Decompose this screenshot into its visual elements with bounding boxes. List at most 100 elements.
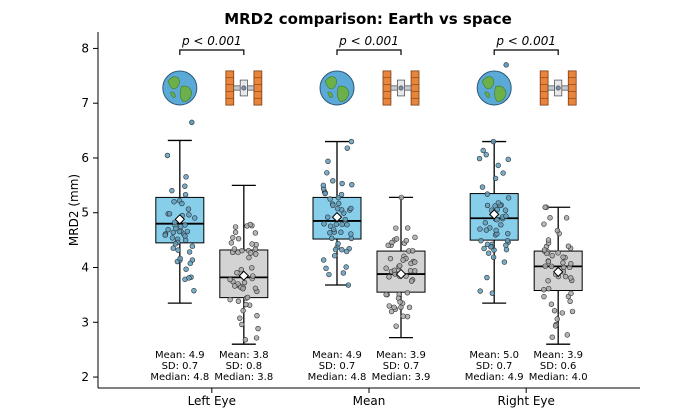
data-point: [393, 225, 399, 231]
data-point: [564, 332, 571, 338]
data-point: [345, 282, 352, 288]
data-point: [166, 211, 173, 217]
solar-panel: [539, 70, 549, 106]
data-point: [386, 303, 392, 309]
data-point: [545, 278, 551, 284]
data-point: [340, 270, 347, 276]
data-point: [320, 182, 327, 189]
data-point: [336, 200, 342, 207]
data-point: [246, 254, 252, 261]
data-point: [253, 251, 259, 257]
data-point: [400, 313, 406, 319]
significance-bracket: [179, 49, 245, 55]
mean-marker: [174, 214, 186, 225]
data-point: [406, 304, 413, 311]
data-point: [393, 236, 400, 242]
stat-median: Median: 4.8: [308, 372, 367, 383]
data-point: [548, 263, 555, 270]
earth-land: [481, 76, 495, 90]
data-point: [541, 287, 547, 293]
data-point: [568, 261, 574, 267]
data-point: [235, 235, 242, 242]
data-point: [323, 265, 329, 272]
data-point: [170, 245, 176, 251]
data-point: [348, 235, 355, 242]
stat-median: Median: 3.8: [214, 372, 273, 383]
data-point: [560, 260, 566, 266]
data-point: [162, 232, 168, 238]
y-tick-label: 7: [81, 96, 89, 110]
data-point: [343, 264, 349, 270]
mean-marker: [552, 266, 564, 278]
data-point: [241, 279, 248, 286]
data-point: [171, 199, 177, 205]
data-point: [477, 226, 483, 232]
stat-median: Median: 3.9: [372, 372, 431, 383]
data-point: [237, 315, 243, 321]
earth-icon: [162, 70, 198, 106]
station-hub: [398, 85, 404, 91]
data-point: [405, 225, 411, 231]
data-point: [324, 170, 330, 176]
data-point: [484, 202, 491, 209]
data-point: [560, 254, 566, 260]
earth-land: [327, 91, 334, 98]
data-point: [551, 307, 558, 314]
data-point: [385, 242, 391, 249]
data-point: [344, 222, 350, 228]
data-point: [383, 265, 389, 271]
data-point: [240, 285, 246, 292]
data-point: [495, 200, 502, 206]
data-point: [324, 214, 331, 220]
data-point: [329, 235, 335, 242]
data-point: [244, 294, 251, 301]
data-point: [332, 246, 339, 253]
data-point: [239, 321, 245, 328]
station-hub: [241, 85, 247, 91]
data-point: [388, 308, 395, 315]
data-point: [494, 217, 500, 223]
data-point: [554, 316, 560, 322]
data-point: [247, 221, 254, 228]
data-point: [404, 290, 411, 296]
data-point: [541, 247, 548, 253]
data-point: [182, 192, 189, 198]
stat-mean: Mean: 3.9: [376, 350, 426, 361]
data-point: [563, 215, 570, 221]
data-point: [175, 247, 181, 253]
data-point: [255, 325, 261, 332]
data-point: [485, 250, 492, 256]
space-station-icon: [382, 70, 420, 106]
stat-mean: Mean: 4.9: [312, 350, 362, 361]
data-point: [177, 255, 183, 262]
data-point: [476, 155, 483, 162]
data-point: [477, 288, 483, 294]
data-point: [568, 290, 574, 297]
stat-sd: SD: 0.7: [476, 361, 513, 372]
data-point: [545, 285, 552, 292]
data-point: [490, 254, 497, 260]
x-tick-label: Right Eye: [497, 394, 554, 408]
data-point: [408, 278, 415, 284]
data-point: [482, 220, 489, 226]
data-point: [170, 229, 177, 236]
data-point: [326, 271, 332, 278]
outlier-point: [503, 62, 509, 68]
data-point: [393, 323, 399, 329]
data-point: [254, 312, 260, 319]
data-point: [239, 247, 245, 254]
stat-mean: Mean: 5.0: [469, 350, 519, 361]
data-point: [335, 194, 341, 201]
earth-icon: [319, 70, 355, 106]
data-point: [386, 274, 392, 280]
stat-mean: Mean: 4.9: [155, 350, 205, 361]
data-point: [505, 230, 511, 237]
data-point: [547, 215, 553, 221]
outlier-point: [189, 119, 195, 126]
solar-panel: [567, 70, 577, 106]
data-point: [400, 257, 406, 263]
data-point: [330, 202, 336, 208]
data-point: [478, 237, 484, 244]
data-point: [489, 290, 496, 296]
data-point: [331, 253, 338, 259]
